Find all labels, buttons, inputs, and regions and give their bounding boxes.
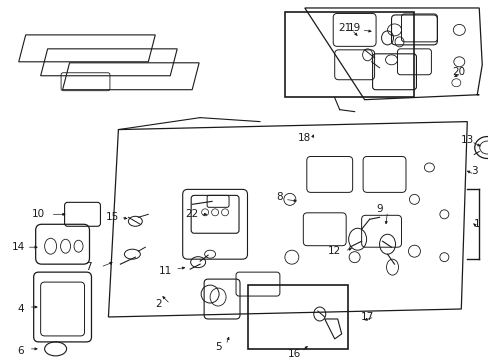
Text: 9: 9 — [375, 204, 382, 214]
Text: 2: 2 — [155, 299, 161, 309]
Text: 14: 14 — [12, 242, 25, 252]
Text: 4: 4 — [18, 304, 24, 314]
Text: 17: 17 — [360, 312, 373, 322]
Text: 1: 1 — [473, 219, 480, 229]
Text: 5: 5 — [214, 342, 221, 352]
Text: 16: 16 — [287, 349, 301, 359]
Text: 3: 3 — [470, 166, 477, 176]
Text: 15: 15 — [105, 212, 119, 222]
Text: 21: 21 — [337, 23, 350, 33]
Text: 19: 19 — [347, 23, 361, 33]
Text: 7: 7 — [85, 262, 92, 272]
Text: 6: 6 — [18, 346, 24, 356]
Text: 11: 11 — [158, 266, 171, 276]
Text: 13: 13 — [460, 135, 473, 145]
Text: 8: 8 — [276, 192, 283, 202]
Text: 18: 18 — [298, 132, 311, 143]
Text: 12: 12 — [327, 246, 341, 256]
Text: 10: 10 — [32, 209, 45, 219]
Bar — [285, 13, 414, 97]
Text: 22: 22 — [185, 209, 199, 219]
Text: 20: 20 — [452, 67, 465, 77]
Bar — [247, 285, 347, 350]
